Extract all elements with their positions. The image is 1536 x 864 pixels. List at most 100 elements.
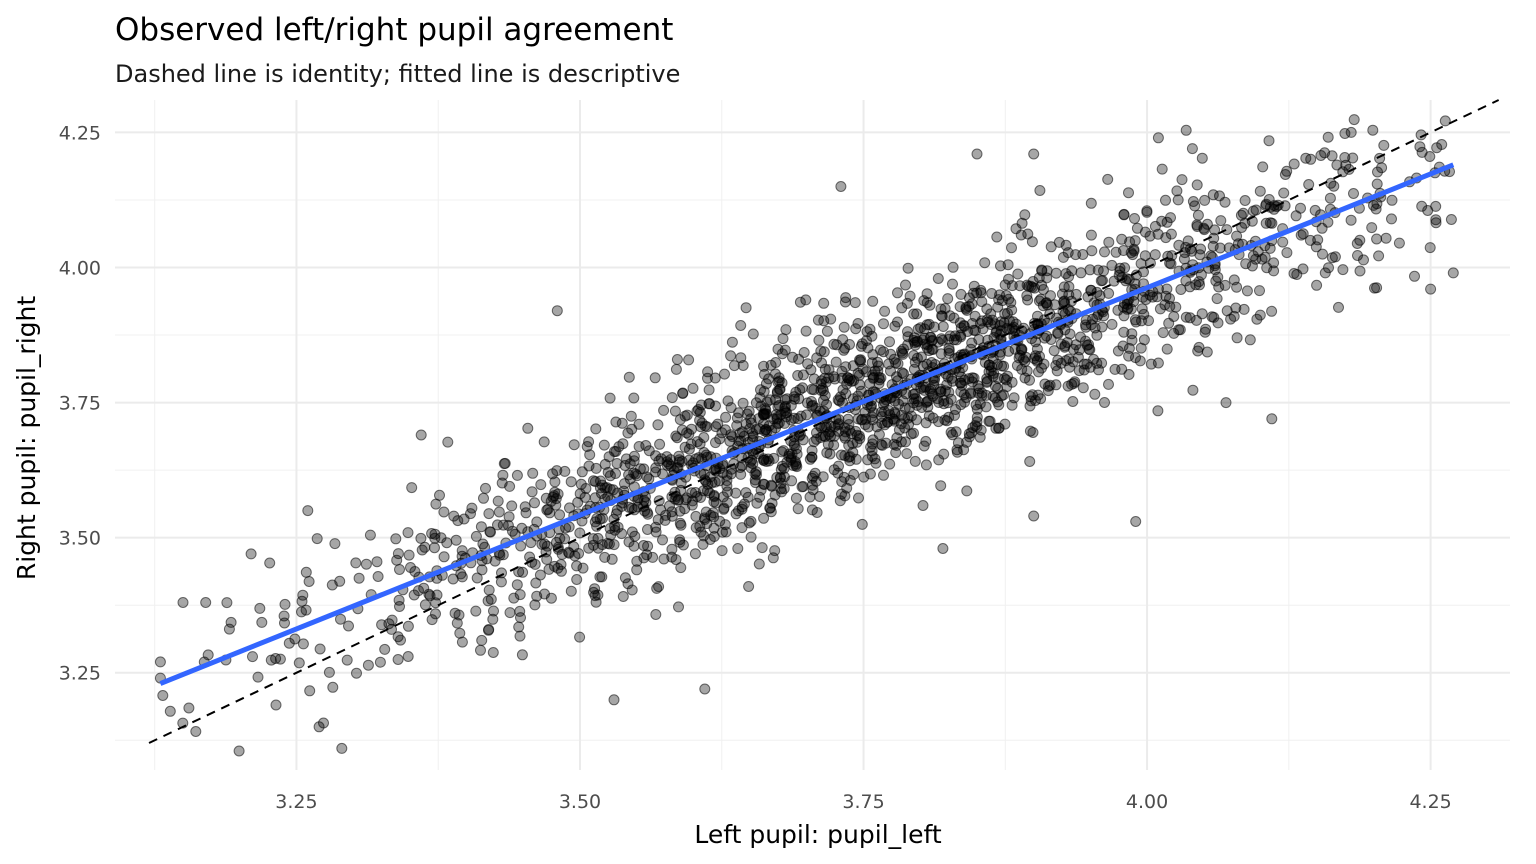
data-point <box>625 410 637 422</box>
data-point <box>568 439 580 451</box>
data-point <box>710 400 721 412</box>
data-point <box>945 393 957 405</box>
data-point <box>911 308 923 320</box>
data-point <box>778 445 789 457</box>
data-point <box>1371 233 1383 245</box>
data-point <box>1009 325 1021 337</box>
data-point <box>854 379 866 391</box>
data-point <box>1109 363 1121 375</box>
data-point <box>426 614 438 626</box>
data-point <box>1014 280 1026 292</box>
data-point <box>610 416 622 428</box>
data-point <box>576 466 588 478</box>
x-tick-label: 3.75 <box>842 791 884 813</box>
data-point <box>767 552 779 564</box>
data-point <box>1266 305 1278 317</box>
data-point <box>793 393 805 405</box>
y-tick-label: 3.25 <box>59 663 101 685</box>
data-point <box>1042 385 1054 397</box>
reference-lines <box>148 99 1500 744</box>
data-point <box>955 288 967 300</box>
data-point <box>493 506 505 518</box>
data-point <box>1152 132 1164 144</box>
data-point <box>300 566 312 578</box>
data-point <box>1024 374 1035 386</box>
data-point <box>1030 336 1041 348</box>
data-point <box>1163 317 1175 329</box>
data-point <box>1278 187 1290 199</box>
data-point <box>698 530 710 542</box>
data-point <box>642 508 654 520</box>
data-point <box>1300 152 1312 164</box>
data-point <box>818 394 829 406</box>
data-point <box>807 470 819 482</box>
data-point <box>884 336 895 348</box>
data-point <box>1136 303 1148 315</box>
data-point <box>1119 262 1131 274</box>
data-point <box>1198 224 1210 236</box>
data-point <box>480 482 491 494</box>
x-tick-label: 4.25 <box>1409 791 1451 813</box>
data-point <box>619 572 631 584</box>
data-point <box>386 614 398 626</box>
data-point <box>438 551 450 563</box>
data-point <box>1015 343 1027 355</box>
data-point <box>1231 332 1243 344</box>
data-point <box>1157 327 1169 339</box>
data-point <box>647 551 659 563</box>
data-point <box>353 572 365 584</box>
data-point <box>265 654 277 666</box>
data-point <box>1239 195 1251 206</box>
data-point <box>599 458 611 470</box>
data-point <box>1173 239 1185 251</box>
y-axis-title: Right pupil: pupil_right <box>12 296 41 581</box>
data-point <box>1240 258 1252 270</box>
data-point <box>781 393 793 405</box>
data-point <box>1152 405 1164 417</box>
data-point <box>867 434 879 446</box>
data-point <box>1024 456 1036 467</box>
data-point <box>690 510 702 522</box>
data-point <box>1073 365 1085 377</box>
data-point <box>716 427 728 439</box>
data-point <box>1003 293 1015 305</box>
data-point <box>937 543 949 554</box>
data-point <box>797 434 809 446</box>
data-point <box>792 503 804 515</box>
data-point <box>694 520 706 532</box>
data-point <box>547 468 559 480</box>
data-point <box>725 350 737 362</box>
data-point <box>1221 305 1233 317</box>
data-point <box>828 464 840 476</box>
data-point <box>1084 361 1096 373</box>
data-point <box>1354 234 1366 246</box>
data-point <box>993 422 1005 434</box>
data-point <box>190 726 202 737</box>
data-point <box>1288 268 1300 279</box>
data-point <box>778 483 790 495</box>
data-point <box>1038 358 1050 370</box>
data-point <box>1358 254 1369 266</box>
data-point <box>917 500 929 511</box>
data-point <box>374 656 386 668</box>
data-point <box>154 656 166 668</box>
data-point <box>616 528 628 540</box>
data-point <box>904 290 916 302</box>
data-point <box>1376 162 1388 174</box>
data-point <box>1339 152 1351 163</box>
data-point <box>628 450 640 462</box>
data-point <box>1075 267 1087 279</box>
data-point <box>514 589 526 601</box>
data-point <box>773 372 785 384</box>
data-point <box>864 468 876 480</box>
data-point <box>819 363 831 375</box>
data-point <box>594 482 606 494</box>
data-point <box>1238 303 1250 315</box>
data-point <box>1091 286 1103 298</box>
data-point <box>837 334 849 346</box>
data-point <box>743 405 755 417</box>
data-point <box>1091 329 1103 341</box>
data-point <box>580 483 592 494</box>
data-point <box>732 543 744 554</box>
data-point <box>200 597 212 608</box>
